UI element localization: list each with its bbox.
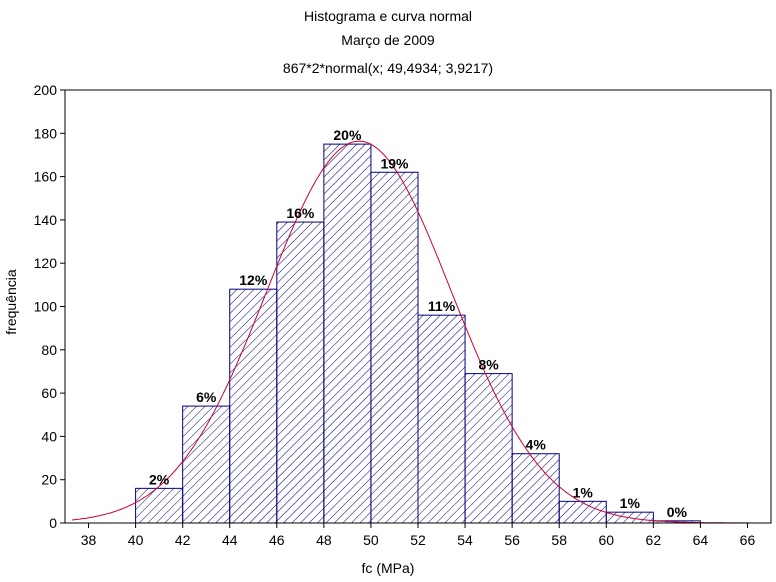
chart-subtitle: Março de 2009	[341, 32, 435, 48]
bar-percent-label: 6%	[196, 389, 217, 405]
histogram-bar	[229, 288, 278, 524]
bar-percent-label: 20%	[333, 127, 362, 143]
bar-labels-group: 2% 6% 12% 16% 20% 19% 11% 8% 4% 1% 1% 0%	[149, 127, 688, 520]
x-tick-label: 60	[598, 532, 614, 548]
normal-curve	[72, 140, 767, 524]
y-tick-label: 20	[41, 472, 57, 488]
x-tick-label: 56	[504, 532, 520, 548]
x-tick-label: 44	[222, 532, 238, 548]
bar-percent-label: 11%	[428, 298, 456, 314]
x-tick-label: 40	[128, 532, 144, 548]
y-tick-label: 160	[34, 169, 58, 185]
y-tick-label: 40	[41, 428, 57, 444]
bar-percent-label: 2%	[149, 471, 170, 487]
y-tick-label: 80	[41, 342, 57, 358]
x-tick-label: 38	[81, 532, 97, 548]
chart-title: Histograma e curva normal	[303, 8, 473, 24]
histogram-bar	[370, 171, 419, 524]
x-axis-label: fc (MPa)	[361, 560, 415, 576]
histogram-bar	[464, 373, 513, 524]
x-tick-label: 62	[646, 532, 662, 548]
x-tick-label: 48	[316, 532, 332, 548]
y-axis-label: frequência	[3, 269, 19, 335]
bar-percent-label: 12%	[239, 272, 268, 288]
bar-percent-label: 8%	[478, 357, 499, 373]
y-tick-label: 180	[34, 125, 58, 141]
y-tick-label: 200	[34, 82, 58, 98]
bar-percent-label: 19%	[380, 155, 409, 171]
bar-percent-label: 0%	[667, 504, 688, 520]
x-tick-label: 50	[363, 532, 379, 548]
bar-percent-label: 4%	[526, 437, 547, 453]
histogram-bar	[276, 221, 325, 524]
y-tick-label: 120	[34, 255, 58, 271]
x-tick-label: 64	[693, 532, 709, 548]
histogram-bar	[511, 453, 560, 524]
x-tick-label: 58	[551, 532, 567, 548]
bars-group	[135, 143, 701, 524]
histogram-bar	[323, 143, 372, 524]
y-tick-label: 100	[34, 299, 58, 315]
bar-percent-label: 1%	[620, 495, 641, 511]
normal-fit-label: 867*2*normal(x; 49,4934; 3,9217)	[282, 60, 494, 76]
histogram-bar	[558, 500, 607, 524]
histogram-bar	[135, 487, 184, 524]
x-tick-label: 66	[740, 532, 756, 548]
x-axis: 38 40 42 44 46 48 50 52 54 56 58 60 62 64 66	[81, 523, 756, 548]
x-tick-label: 54	[457, 532, 473, 548]
y-tick-label: 0	[49, 515, 57, 531]
bar-percent-label: 1%	[573, 484, 594, 500]
normal-curve-group	[72, 140, 767, 524]
bar-percent-label: 16%	[286, 205, 315, 221]
y-tick-label: 60	[41, 385, 57, 401]
y-axis: 0 20 40 60 80 100 120 140 160 180 200	[34, 82, 65, 531]
histogram-bar	[182, 405, 231, 524]
x-tick-label: 52	[410, 532, 426, 548]
x-tick-label: 42	[175, 532, 191, 548]
y-tick-label: 140	[34, 212, 58, 228]
x-tick-label: 46	[269, 532, 285, 548]
histogram-bar	[417, 314, 466, 524]
